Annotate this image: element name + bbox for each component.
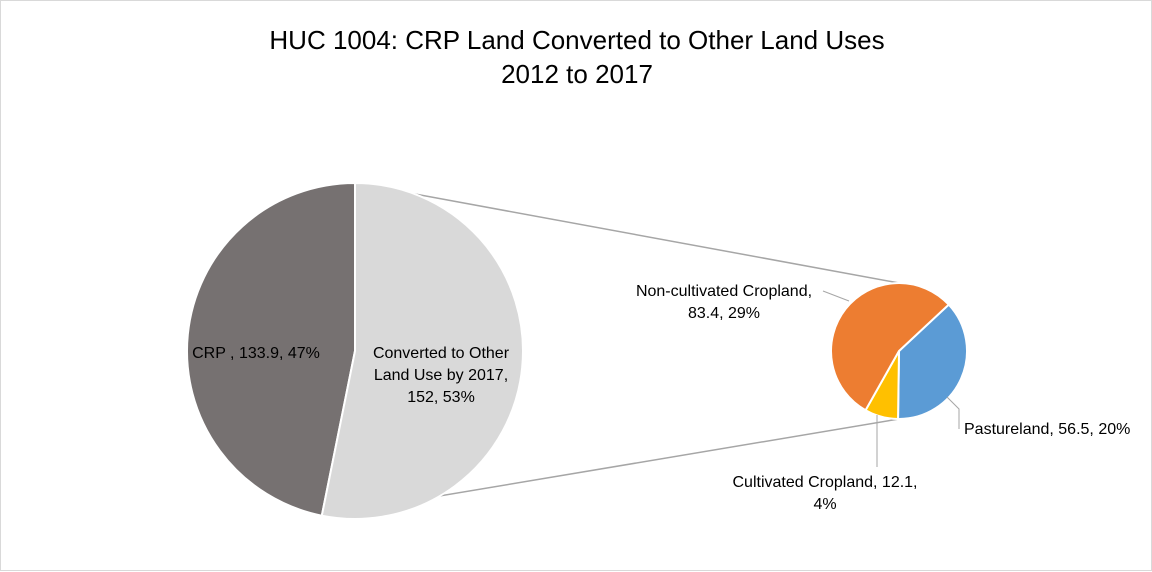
chart-subtitle: 2012 to 2017	[501, 59, 653, 89]
leader-lines	[822, 290, 960, 467]
data-label-pastureland: Pastureland, 56.5, 20%	[964, 421, 1130, 438]
slice-pastureland	[897, 303, 968, 420]
slice-crp	[186, 181, 356, 517]
data-label-cultivated-cropland: Cultivated Cropland, 12.1, 4%	[733, 474, 918, 513]
slice-converted-to-other-land-use-by-2017	[320, 181, 524, 520]
data-labels: CRP , 133.9, 47% Converted to Other Land U…	[192, 283, 1130, 513]
chart-title: HUC 1004: CRP Land Converted to Other La…	[269, 25, 884, 55]
slice-non-cultivated-cropland	[830, 282, 951, 412]
connector-line-top	[354, 182, 900, 284]
secondary-pie	[830, 282, 968, 421]
data-label-non-cultivated-cropland: Non-cultivated Cropland, 83.4, 29%	[636, 283, 812, 322]
main-pie	[186, 181, 524, 520]
leader-line-non-cultivated-cropland	[822, 290, 850, 302]
data-label-converted: Converted to Other Land Use by 2017, 152, …	[373, 345, 510, 406]
leader-line-pastureland	[946, 396, 960, 429]
data-label-crp: CRP , 133.9, 47%	[192, 345, 320, 362]
